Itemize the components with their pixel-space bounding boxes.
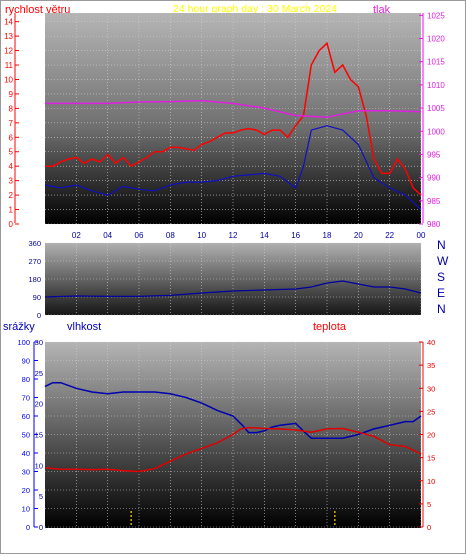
rain-tick-label: 0 [26,523,30,532]
pressure-tick-label: 1025 [427,11,445,20]
wind-speed-tick-label: 7 [9,119,14,128]
wind-direction-tick-label: 0 [37,311,41,320]
temperature-tick-label: 35 [427,361,435,370]
time-tick-label: 14 [260,231,269,240]
humidity-series [44,381,422,439]
temperature-tick-label: 40 [427,338,435,347]
temperature-tick-label: 10 [427,477,435,486]
time-tick-labels: 02 04 06 08 10 12 14 16 18 20 22 00 [72,231,426,240]
wind-speed-tick-label: 10 [4,75,13,84]
direction-label-e: E [437,286,445,300]
wind-direction-grid [45,242,422,316]
temperature-tick-label: 25 [427,407,435,416]
rain-tick-label: 60 [22,412,30,421]
pressure-tick-labels: 980 985 990 995 1000 1005 1010 1015 1020 1025 [419,11,445,229]
wind-direction-tick-label: 90 [33,293,41,302]
wind-speed-tick-label: 8 [9,104,14,113]
wind-direction-tick-label: 270 [28,257,41,266]
rain-tick-label: 30 [22,468,30,477]
temperature-label: teplota [313,321,347,333]
rain-tick-label: 90 [22,357,30,366]
pressure-tick-label: 985 [427,197,441,206]
rain-tick-label: 70 [22,394,30,403]
humidity-tick-label: 10 [35,461,43,470]
graph-title: 24 hour graph day : 30 March 2024 [173,3,337,15]
wind-speed-tick-label: 0 [9,220,14,229]
direction-label-n2: N [437,302,446,316]
humidity-label: vlhkost [67,321,101,333]
time-tick-label: 04 [103,231,112,240]
humidity-tick-labels: 0 5 10 15 20 25 30 [35,338,43,532]
temperature-tick-label: 5 [427,500,431,509]
temperature-tick-label: 30 [427,384,435,393]
wind-speed-tick-label: 4 [9,162,14,171]
wind-direction-tick-labels: 360 270 180 90 0 [28,239,41,320]
temperature-tick-labels: 0 5 10 15 20 25 30 35 40 [419,338,435,532]
temperature-tick-label: 20 [427,431,435,440]
humidity-tick-label: 25 [35,369,43,378]
pressure-tick-label: 1020 [427,35,445,44]
rain-tick-label: 40 [22,449,30,458]
pressure-tick-label: 1010 [427,81,445,90]
time-tick-label: 02 [72,231,81,240]
wind-speed-tick-label: 1 [9,206,14,215]
wind-speed-tick-label: 14 [4,18,13,27]
pressure-tick-label: 1005 [427,104,445,113]
time-tick-label: 22 [385,231,394,240]
wind-speed-tick-label: 13 [4,32,13,41]
temperature-tick-label: 15 [427,454,435,463]
time-tick-label: 18 [323,231,332,240]
time-tick-label: 06 [135,231,144,240]
wind-direction-series [44,280,422,298]
wind-speed-tick-label: 9 [9,90,14,99]
rain-tick-labels: 0 10 20 30 40 50 60 70 80 90 100 [17,338,38,532]
rain-tick-label: 80 [22,375,30,384]
wind-direction-tick-label: 180 [28,275,41,284]
pressure-series [45,99,422,119]
pressure-tick-label: 1000 [427,127,445,136]
direction-label-s: S [437,270,445,284]
pressure-tick-label: 1015 [427,58,445,67]
wind-speed-series [45,41,422,196]
temperature-series [44,426,422,473]
pressure-tick-label: 980 [427,220,441,229]
wind-direction-tick-label: 360 [28,239,41,248]
rain-label: srážky [3,321,35,333]
rain-tick-label: 100 [17,338,30,347]
wind-gust-series [44,125,422,210]
wind-speed-tick-label: 12 [4,47,13,56]
wind-speed-tick-label: 6 [9,133,14,142]
humidity-tick-label: 30 [35,338,43,347]
rain-series [130,511,336,527]
direction-label-w: W [437,254,449,268]
humidity-tick-label: 20 [35,400,43,409]
wind-speed-tick-label: 5 [9,148,14,157]
humidity-tick-label: 5 [39,492,43,501]
wind-speed-tick-label: 3 [9,177,14,186]
time-tick-label: 08 [166,231,175,240]
wind-speed-tick-label: 2 [9,191,14,200]
pressure-tick-label: 995 [427,150,441,159]
wind-pressure-grid [45,13,422,225]
time-tick-label: 00 [417,231,426,240]
humidity-tick-label: 15 [35,431,43,440]
time-tick-label: 12 [229,231,238,240]
temperature-tick-label: 0 [427,523,431,532]
wind-speed-tick-label: 11 [5,61,14,70]
humidity-tick-label: 0 [39,523,43,532]
time-tick-label: 20 [354,231,363,240]
time-tick-label: 16 [291,231,300,240]
pressure-tick-label: 990 [427,174,441,183]
direction-label-n: N [437,238,446,252]
rain-tick-label: 50 [22,431,30,440]
time-tick-label: 10 [197,231,206,240]
rain-tick-label: 10 [22,505,30,514]
rain-tick-label: 20 [22,486,30,495]
humidity-temperature-grid [45,341,422,528]
